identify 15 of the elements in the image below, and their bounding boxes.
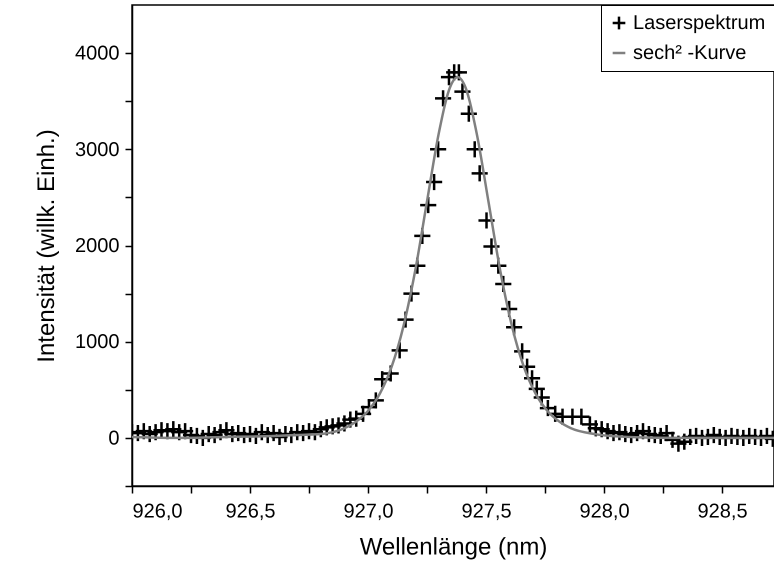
x-axis-title: Wellenlänge (nm)	[360, 534, 548, 560]
y-tick-label: 0	[108, 427, 120, 450]
x-tick-label: 927,5	[462, 500, 512, 522]
legend-label: Laserspektrum	[633, 12, 766, 34]
x-tick-label: 926,5	[225, 500, 276, 522]
y-tick-label: 2000	[75, 235, 120, 257]
x-tick-label: 928,0	[580, 500, 630, 522]
legend-label: sech² -Kurve	[633, 42, 746, 64]
x-tick-label: 928,5	[698, 500, 748, 522]
y-tick-label: 1000	[75, 331, 120, 354]
y-tick-label: 3000	[75, 138, 120, 161]
x-tick-label: 927,0	[344, 500, 394, 522]
y-tick-label: 4000	[75, 42, 120, 65]
y-axis-title: Intensität (willk. Einh.)	[33, 129, 60, 363]
x-tick-label: 926,0	[132, 500, 183, 522]
